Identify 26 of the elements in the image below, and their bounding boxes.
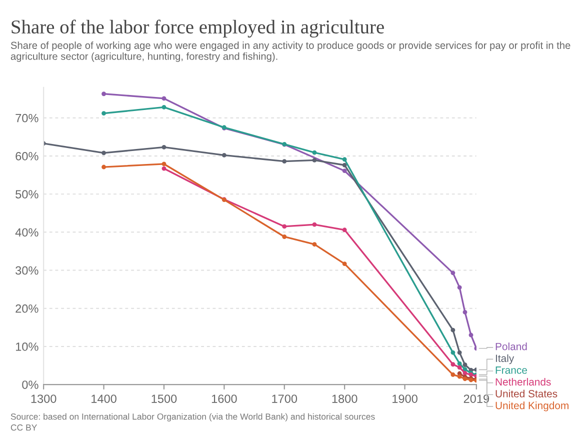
series-label: Poland — [496, 342, 527, 350]
x-tick-label: 1800 — [332, 394, 358, 403]
y-tick-label: 30% — [16, 266, 38, 275]
x-tick-label: 1700 — [272, 394, 298, 403]
series-label: France — [496, 366, 527, 374]
source-note: Source: based on International Labor Organization (via the World Bank) and historical sources — [10, 413, 375, 422]
chart-subtitle: Share of people of working age who were engaged in any activity to produce goods or provide services for pay or profit in the agriculture sector (agriculture, hunting, forestry and fishing). — [10, 42, 570, 62]
y-tick-label: 10% — [16, 342, 38, 351]
series-label: Italy — [496, 354, 514, 364]
x-tick-label: 1300 — [31, 394, 56, 403]
x-tick-label: 1500 — [152, 394, 177, 403]
y-tick-label: 70% — [16, 114, 38, 122]
y-tick-label: 40% — [15, 228, 38, 237]
y-tick-label: 0% — [22, 380, 38, 389]
x-tick-label: 1400 — [92, 394, 116, 403]
series-label: Netherlands — [496, 378, 551, 386]
chart-title: Share of the labor force employed in agriculture — [12, 20, 384, 38]
text: United Kingdom — [496, 402, 568, 412]
y-tick-label: 20% — [16, 304, 38, 313]
x-tick-label: 1900 — [392, 394, 418, 403]
series-label: United States — [496, 390, 558, 398]
y-tick-label: 60% — [16, 152, 38, 160]
text: CC BY — [10, 424, 38, 431]
y-tick-label: 50% — [16, 190, 38, 198]
x-tick-label: 1600 — [212, 394, 237, 403]
x-tick-label: 2019 — [464, 394, 489, 403]
